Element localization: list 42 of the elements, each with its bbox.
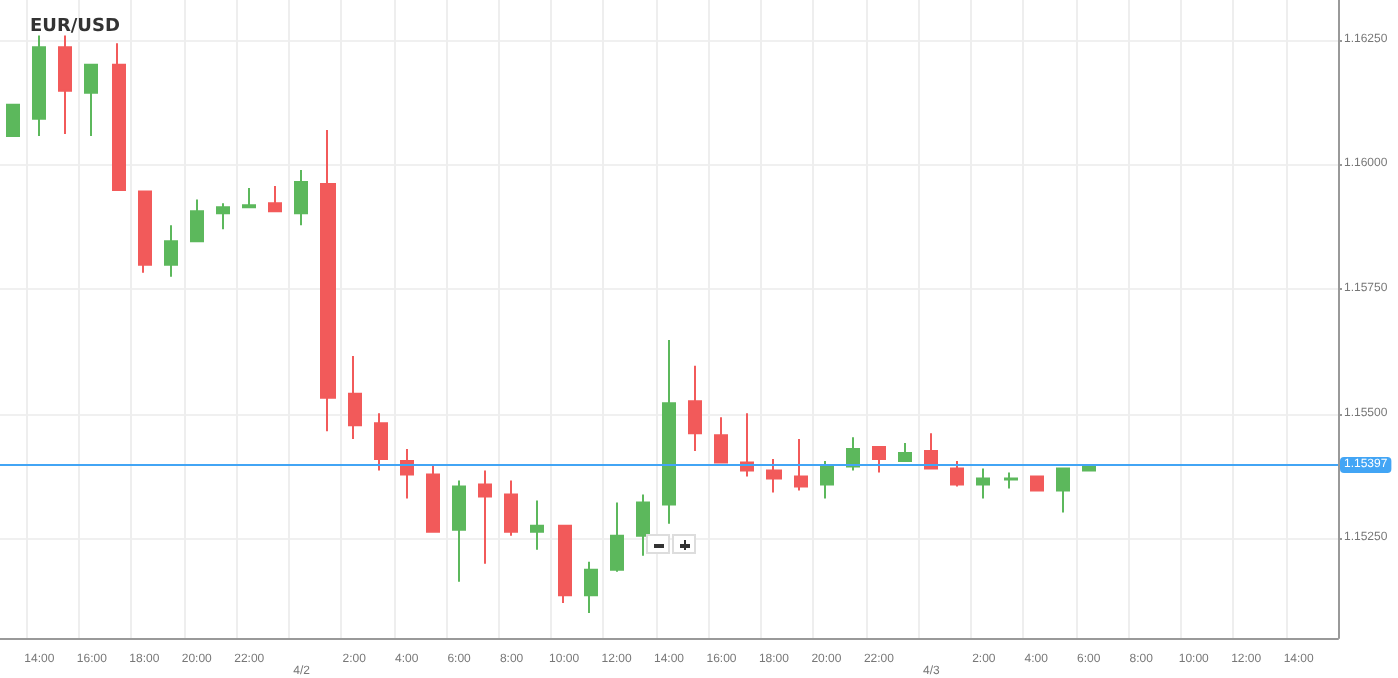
candlestick	[1004, 471, 1018, 490]
candlestick	[190, 198, 204, 243]
candlestick	[504, 479, 518, 537]
candlestick	[400, 448, 414, 500]
candlestick	[636, 493, 650, 557]
candlestick	[1030, 475, 1044, 492]
candlestick	[846, 436, 860, 472]
candlestick	[452, 479, 466, 583]
candlestick	[374, 412, 388, 472]
candlestick	[924, 432, 938, 470]
candlestick	[820, 460, 834, 500]
candlestick	[478, 469, 492, 565]
candlestick	[138, 190, 152, 274]
candlestick	[84, 63, 98, 138]
candlestick	[610, 501, 624, 573]
candlestick	[898, 442, 912, 463]
candlestick	[268, 184, 282, 213]
candlestick	[58, 34, 72, 136]
candlestick	[688, 364, 702, 453]
candlestick	[584, 560, 598, 615]
text: EUR/USD	[30, 17, 120, 37]
candlestick	[662, 338, 676, 525]
candlestick	[1056, 467, 1070, 514]
candlestick	[976, 467, 990, 500]
candlestick	[112, 42, 126, 191]
candlestick	[242, 186, 256, 209]
candlestick	[348, 354, 362, 441]
candlestick	[950, 460, 964, 488]
candlestick	[872, 446, 886, 474]
candlestick	[320, 129, 336, 433]
candlestick	[32, 34, 46, 138]
candlestick	[294, 168, 308, 227]
candlestick	[530, 499, 544, 551]
candlestick	[426, 463, 440, 533]
candlestick	[6, 103, 20, 138]
candlestick	[558, 524, 572, 605]
candlestick	[216, 202, 230, 231]
candlestick	[766, 458, 782, 494]
candlestick	[164, 224, 178, 278]
candlestick	[714, 416, 728, 464]
candlestick	[794, 438, 808, 492]
candlestick	[1082, 463, 1096, 472]
